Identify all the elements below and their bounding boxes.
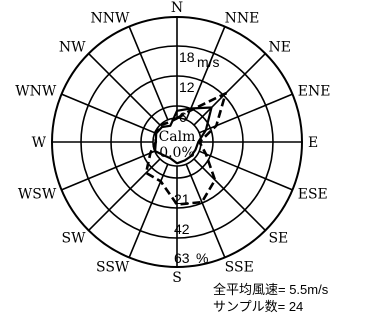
percent-unit-label: % [196, 250, 208, 266]
grid-spoke [193, 53, 266, 126]
ring-unit-label: m/s [197, 54, 220, 70]
wind-rose-grid [51, 16, 303, 268]
grid-spoke [88, 53, 161, 126]
ring-label-6: 6 [179, 109, 187, 125]
ring-label-18: 18 [179, 49, 195, 65]
direction-label-sw: SW [62, 230, 87, 246]
direction-label-ssw: SSW [96, 260, 130, 276]
direction-label-s: S [172, 270, 182, 286]
ring-label-12: 12 [179, 79, 195, 95]
direction-label-wnw: WNW [15, 83, 57, 99]
grid-spoke [88, 158, 161, 231]
direction-label-se: SE [268, 230, 288, 246]
direction-label-sse: SSE [225, 260, 254, 276]
wind-rose-series [144, 92, 227, 206]
mean-wind-speed-stat: 全平均風速= 5.5m/s [213, 282, 329, 297]
grid-spoke [128, 26, 169, 121]
grid-spoke [193, 158, 266, 231]
percent-label-42: 42 [174, 221, 190, 237]
series-dashed-line [144, 92, 227, 206]
direction-label-nne: NNE [225, 10, 260, 26]
direction-label-ese: ESE [298, 187, 328, 203]
direction-label-e: E [308, 135, 318, 151]
grid-spoke [198, 150, 293, 191]
direction-label-ene: ENE [298, 83, 331, 99]
direction-label-ne: NE [268, 40, 290, 56]
grid-spoke [185, 163, 226, 258]
grid-spoke [61, 93, 156, 134]
direction-label-nw: NW [59, 40, 86, 56]
percent-label-63: 63 [174, 250, 190, 266]
direction-label-n: N [171, 0, 183, 16]
percent-label-21: 21 [174, 191, 190, 207]
direction-label-wsw: WSW [18, 187, 57, 203]
calm-label: Calm [159, 129, 196, 145]
grid-spoke [61, 150, 156, 191]
sample-count-stat: サンプル数= 24 [213, 299, 303, 314]
grid-spoke [128, 163, 169, 258]
grid-spoke [185, 26, 226, 121]
direction-label-nnw: NNW [90, 10, 130, 26]
series-solid-line [154, 106, 213, 165]
direction-label-w: W [32, 135, 47, 151]
calm-value: 0.0% [159, 145, 195, 161]
